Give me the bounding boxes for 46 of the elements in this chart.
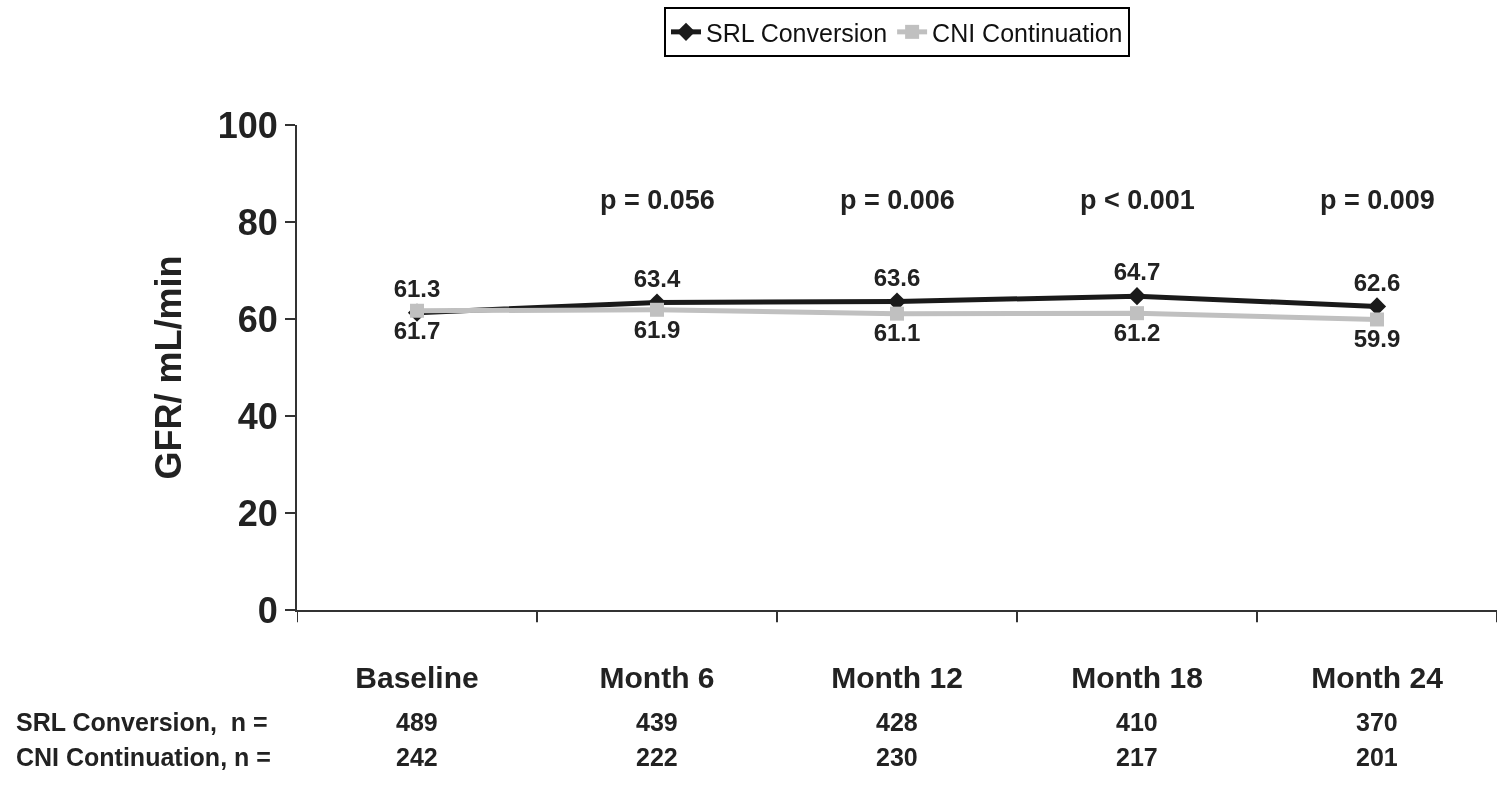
data-label: 63.6: [873, 263, 921, 291]
y-tick-label: 60: [237, 298, 278, 340]
annotation: p = 0.056: [600, 185, 715, 215]
x-tick-label: Baseline: [355, 661, 479, 694]
data-label: 63.4: [633, 264, 681, 292]
data-label: 61.2: [1113, 318, 1161, 346]
y-tick-label: 100: [217, 104, 278, 146]
x-tick-label: Month 18: [1071, 661, 1203, 694]
data-label: 61.3: [393, 274, 441, 302]
legend-label: CNI Continuation: [932, 18, 1123, 47]
data-label: 61.1: [873, 319, 921, 347]
data-label: 61.9: [633, 315, 681, 343]
y-tick-label: 40: [237, 395, 278, 437]
x-tick-label: Month 6: [599, 661, 715, 694]
annotation: p = 0.009: [1320, 185, 1435, 215]
text: SRL Conversion, n =: [16, 708, 268, 736]
point: [650, 302, 664, 317]
text: 410: [1116, 708, 1158, 736]
text: 370: [1356, 708, 1398, 736]
data-label: 59.9: [1353, 325, 1401, 353]
y-tick-label: 0: [257, 589, 278, 631]
text: 439: [636, 708, 678, 736]
data-label: 61.7: [393, 316, 441, 344]
text: 222: [636, 743, 678, 771]
data-label: 64.7: [1113, 258, 1161, 286]
legend-label: SRL Conversion: [706, 18, 888, 47]
point: [1370, 312, 1384, 327]
data-label: 62.6: [1353, 268, 1401, 296]
point: [890, 306, 904, 321]
text: 230: [876, 743, 918, 771]
point: [1127, 287, 1147, 306]
text: 489: [396, 708, 438, 736]
x-tick-label: Month 24: [1311, 661, 1444, 694]
text: 201: [1356, 743, 1398, 771]
annotation: p < 0.001: [1080, 185, 1195, 215]
text: 217: [1116, 743, 1158, 771]
text: 428: [876, 708, 918, 736]
point: [1130, 306, 1144, 321]
text: 242: [396, 743, 438, 771]
y-tick-label: 20: [237, 492, 278, 534]
text: CNI Continuation, n =: [16, 743, 271, 771]
annotation: p = 0.006: [840, 185, 955, 215]
y-tick-label: 80: [237, 201, 278, 243]
y-axis-title: GFR/ mL/min: [148, 255, 190, 480]
x-tick-label: Month 12: [831, 661, 963, 694]
point: [410, 303, 424, 318]
